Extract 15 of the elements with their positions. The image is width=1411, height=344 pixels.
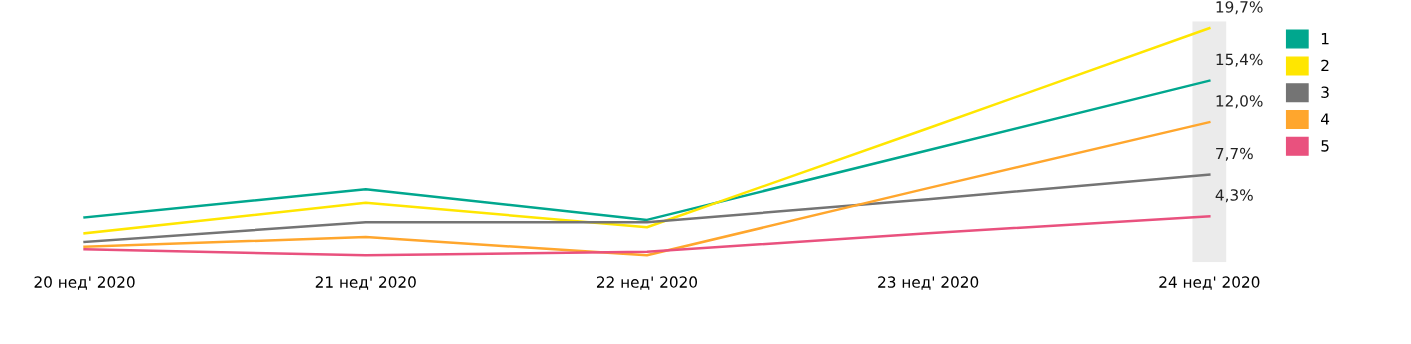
legend-label: 1 — [1321, 33, 1329, 45]
data-label: 15,4% — [1216, 53, 1263, 67]
legend-label: 2 — [1321, 59, 1329, 71]
legend-label: 5 — [1321, 140, 1329, 152]
data-label: 12,0% — [1216, 95, 1263, 109]
legend-label: 4 — [1320, 113, 1330, 125]
data-label: 7,7% — [1216, 147, 1253, 161]
x-tick-label: 22 нед' 2020 — [596, 276, 698, 290]
data-label: 4,3% — [1215, 189, 1253, 203]
x-tick-label: 21 нед' 2020 — [315, 276, 416, 290]
x-tick-label: 23 нед' 2020 — [878, 276, 979, 290]
data-label: 19,7% — [1216, 1, 1263, 15]
legend-label: 3 — [1321, 86, 1329, 99]
x-tick-label: 20 нед' 2020 — [34, 276, 135, 290]
x-tick-label: 24 нед' 2020 — [1159, 276, 1260, 290]
